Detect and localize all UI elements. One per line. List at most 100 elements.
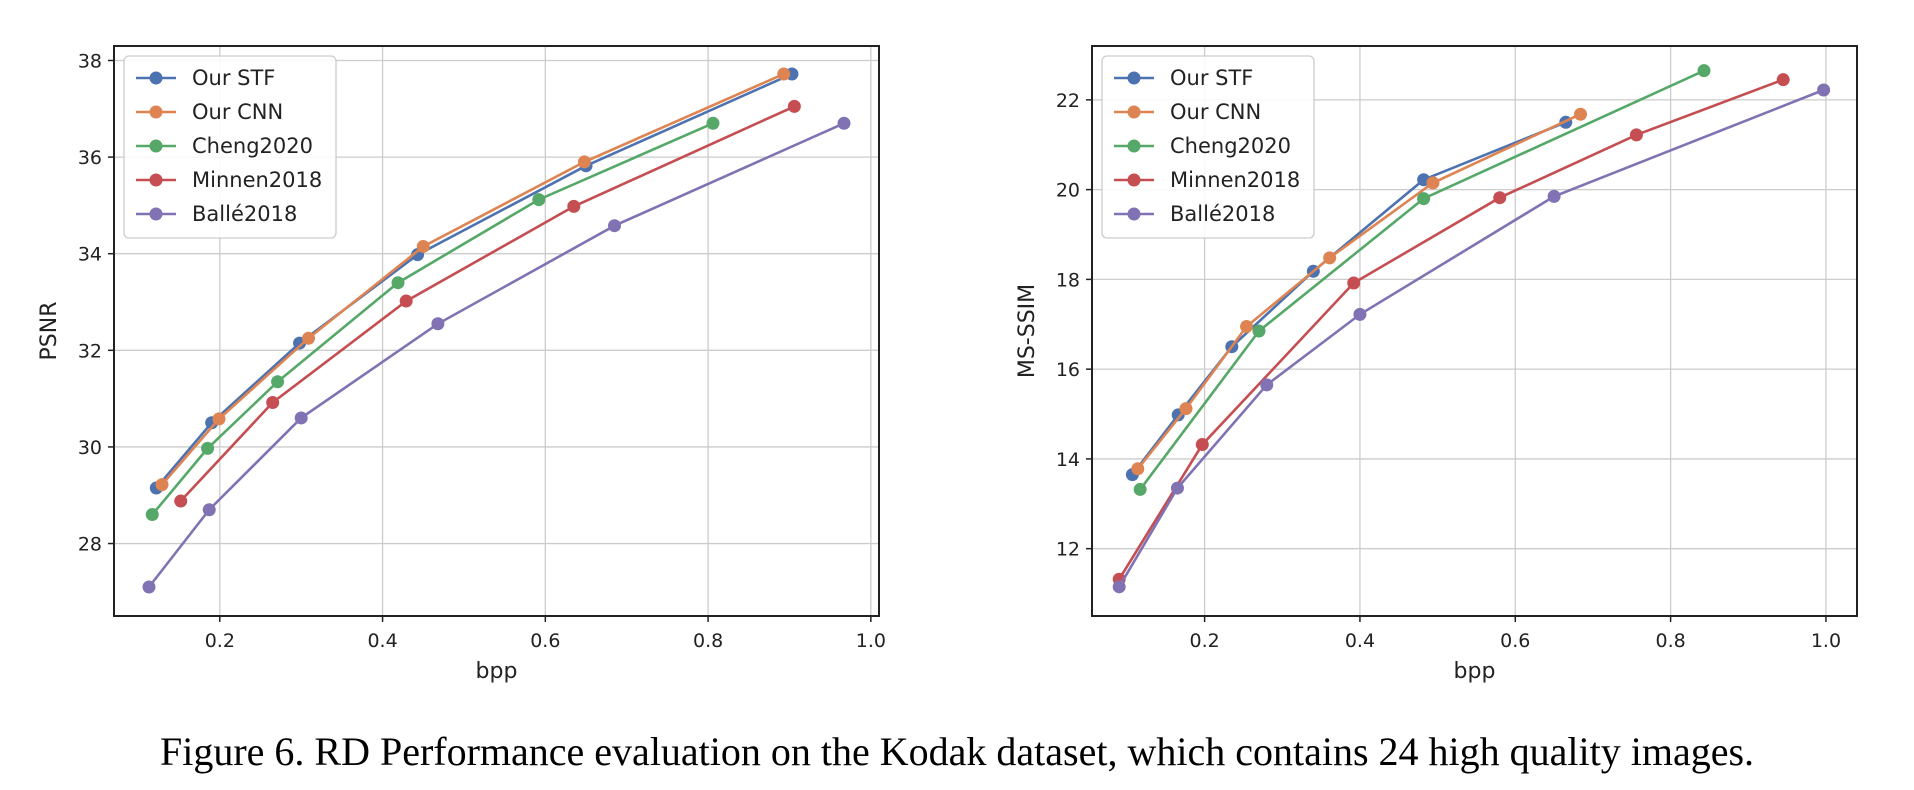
x-tick-label: 0.2: [205, 630, 235, 652]
y-tick-label: 20: [1056, 180, 1080, 202]
legend-label: Cheng2020: [1170, 134, 1291, 158]
series-our-cnn: [1131, 107, 1588, 476]
x-tick-label: 0.8: [693, 630, 723, 652]
series-minnen2018: [174, 99, 801, 508]
series-line: [1136, 113, 1582, 470]
legend-box: [1101, 55, 1315, 239]
data-point: [1195, 438, 1209, 452]
y-tick-label: 34: [78, 244, 102, 266]
x-tick-label: 0.2: [1190, 630, 1220, 652]
data-point: [399, 294, 413, 308]
data-point: [1252, 324, 1266, 338]
data-point: [1697, 64, 1711, 78]
y-tick-label: 12: [1056, 539, 1080, 561]
series-ball-2018: [1112, 83, 1831, 594]
legend-marker: [1127, 139, 1141, 153]
figure-caption: Figure 6. RD Performance evaluation on t…: [159, 729, 1755, 774]
plot-frame: [1091, 45, 1858, 617]
y-axis-label: PSNR: [37, 302, 62, 361]
data-point: [1426, 176, 1440, 190]
x-tick-label: 1.0: [1811, 630, 1841, 652]
series-ball-2018: [142, 116, 851, 594]
data-point: [1353, 307, 1367, 321]
legend-marker: [1127, 71, 1141, 85]
figure: 0.2 0.4 0.6 0.8 1.0 28 30 32 34 36 38 bpp PSNR Our ST…: [37, 45, 1858, 684]
legend-item: Our CNN: [1114, 100, 1261, 124]
data-point: [1179, 402, 1193, 416]
data-point: [431, 317, 445, 331]
series-cheng2020: [1133, 64, 1711, 496]
x-axis-label: bpp: [476, 659, 518, 684]
legend-item: Cheng2020: [1114, 134, 1291, 158]
legend-marker: [149, 207, 163, 221]
legend-marker: [149, 139, 163, 153]
chart-panel-1: 0.2 0.4 0.6 0.8 1.0 28 30 32 34 36 38 bpp PSNR Our ST…: [37, 45, 886, 684]
y-tick-label: 18: [1056, 269, 1080, 291]
data-point: [1547, 189, 1561, 203]
legend: Our STF Our CNN Cheng2020 Minnen2018 Ballé20…: [123, 55, 337, 239]
data-point: [302, 331, 316, 345]
data-point: [391, 276, 405, 290]
y-axis-label: MS-SSIM: [1015, 284, 1040, 378]
y-tick-label: 32: [78, 340, 102, 362]
data-point: [777, 67, 791, 81]
data-point: [1240, 320, 1254, 334]
legend-item: Our STF: [1114, 66, 1253, 90]
data-point: [174, 494, 188, 508]
data-point: [202, 503, 216, 517]
y-tick-label: 16: [1056, 359, 1080, 381]
legend-label: Cheng2020: [192, 134, 313, 158]
legend-label: Minnen2018: [192, 168, 322, 192]
series-minnen2018: [1112, 73, 1790, 586]
legend-marker: [1127, 173, 1141, 187]
data-point: [608, 219, 622, 233]
legend-item: Ballé2018: [136, 202, 297, 226]
data-point: [1133, 482, 1147, 496]
data-point: [1170, 481, 1184, 495]
data-point: [142, 580, 156, 594]
legend-item: Ballé2018: [1114, 202, 1275, 226]
data-point: [1493, 191, 1507, 205]
legend-marker: [149, 105, 163, 119]
legend-item: Our CNN: [136, 100, 283, 124]
legend-item: Minnen2018: [1114, 168, 1300, 192]
series-cheng2020: [145, 116, 720, 522]
y-tick-label: 28: [78, 534, 102, 556]
data-point: [145, 508, 159, 522]
chart-panel-2: 0.2 0.4 0.6 0.8 1.0 12 14 16 18 20 22 bpp MS-SSIM Our…: [1015, 45, 1858, 684]
series-our-cnn: [155, 67, 791, 492]
legend-box: [123, 55, 337, 239]
x-tick-label: 0.6: [1500, 630, 1530, 652]
data-point: [212, 412, 226, 426]
series-line: [1118, 78, 1784, 580]
series-line: [161, 72, 785, 486]
legend-label: Our CNN: [192, 100, 283, 124]
series-line: [1118, 88, 1825, 588]
y-tick-label: 14: [1056, 449, 1080, 471]
x-tick-label: 0.8: [1655, 630, 1685, 652]
series-line: [151, 122, 714, 516]
data-point: [706, 116, 720, 130]
legend-marker: [149, 71, 163, 85]
y-tick-label: 22: [1056, 90, 1080, 112]
legend-label: Minnen2018: [1170, 168, 1300, 192]
legend-marker: [1127, 207, 1141, 221]
x-axis-label: bpp: [1454, 659, 1496, 684]
legend-marker: [149, 173, 163, 187]
legend-label: Ballé2018: [192, 202, 297, 226]
y-tick-label: 36: [78, 147, 102, 169]
data-point: [1131, 462, 1145, 476]
data-point: [271, 375, 285, 389]
legend-item: Our STF: [136, 66, 275, 90]
data-point: [155, 478, 169, 492]
data-point: [787, 99, 801, 113]
legend: Our STF Our CNN Cheng2020 Minnen2018 Ballé20…: [1101, 55, 1315, 239]
data-point: [201, 441, 215, 455]
data-point: [416, 239, 430, 253]
x-tick-label: 0.6: [530, 630, 560, 652]
data-point: [577, 155, 591, 169]
data-point: [266, 395, 280, 409]
series-line: [1139, 69, 1705, 491]
data-point: [1776, 73, 1790, 87]
legend-marker: [1127, 105, 1141, 119]
